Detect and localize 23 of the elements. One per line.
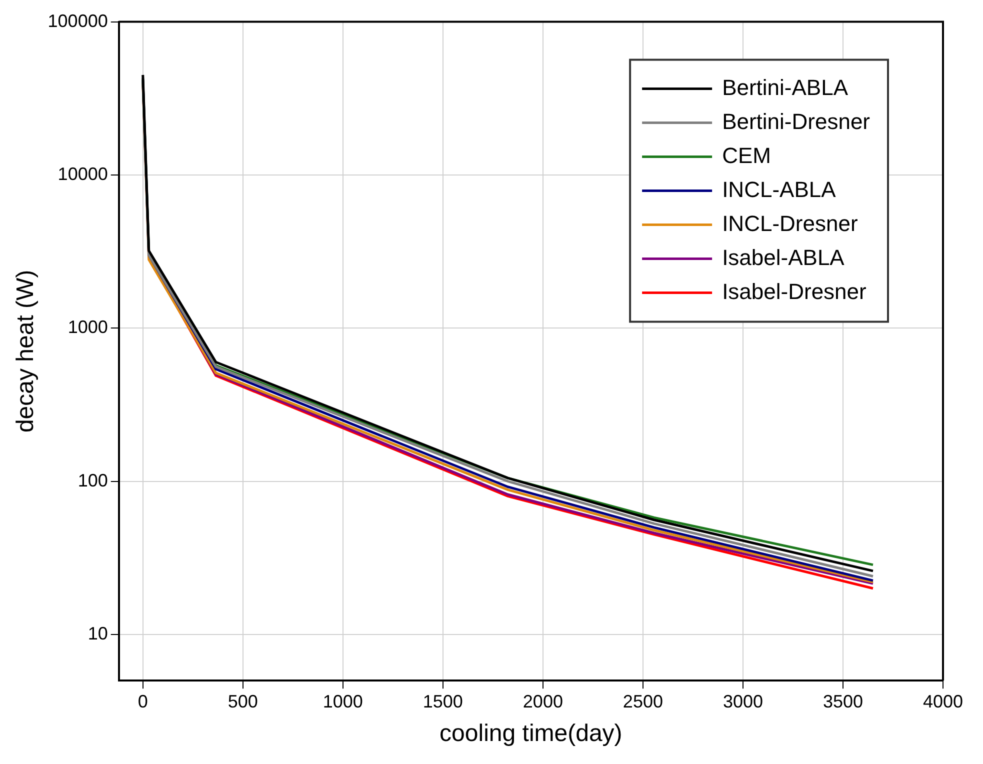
x-tick-label: 2000 [522,691,563,712]
legend-label: INCL-Dresner [722,210,858,236]
legend-label: INCL-ABLA [722,176,836,202]
x-axis-title: cooling time(day) [440,720,622,748]
y-axis-title: decay heat (W) [12,270,40,433]
y-tick-label: 100000 [48,10,108,31]
x-tick-label: 0 [138,691,148,712]
x-tick-label: 500 [228,691,258,712]
x-tick-label: 3500 [822,691,864,712]
y-tick-label: 10000 [58,164,108,184]
y-tick-label: 100 [78,470,108,490]
x-tick-label: 1500 [422,691,463,712]
x-tick-label: 1000 [322,691,363,712]
y-tick-label: 10 [88,623,108,644]
legend-label: Isabel-Dresner [722,278,866,304]
y-tick-label: 1000 [68,317,108,338]
legend-label: Bertini-ABLA [722,74,848,100]
legend-label: Bertini-Dresner [722,108,870,134]
x-tick-label: 2500 [622,691,663,712]
legend-label: CEM [722,142,771,168]
legend-label: Isabel-ABLA [722,244,845,270]
x-tick-label: 4000 [922,691,964,712]
x-tick-label: 3000 [722,691,763,712]
